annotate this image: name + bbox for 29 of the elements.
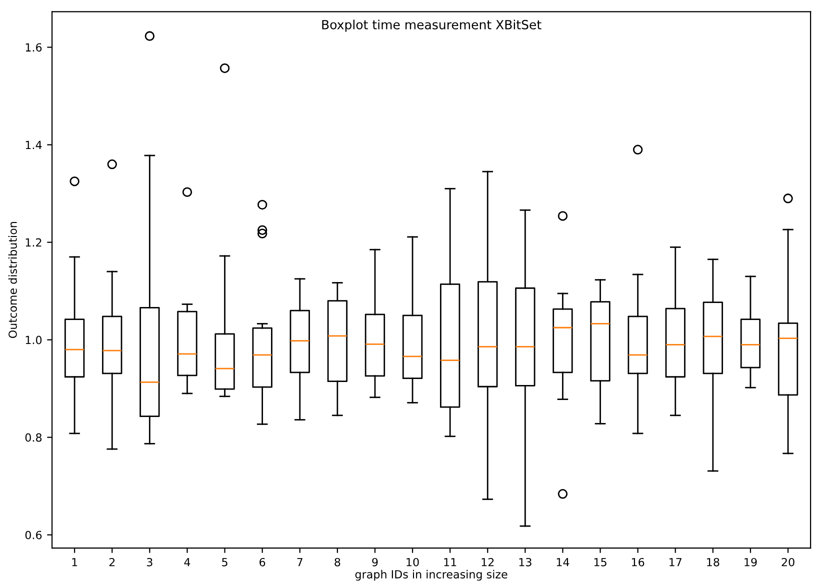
x-tick-label: 10	[406, 558, 419, 566]
y-tick-label: 0.8	[25, 433, 42, 442]
x-tick-label: 16	[632, 558, 644, 566]
x-tick-label: 4	[184, 558, 190, 566]
y-tick-label: 1.2	[26, 238, 42, 247]
x-tick-label: 6	[260, 558, 266, 566]
x-tick-label: 5	[222, 558, 228, 566]
x-tick-label: 8	[334, 558, 340, 566]
x-tick-label: 2	[109, 558, 115, 566]
x-tick-label: 19	[744, 558, 757, 566]
text: Boxplot time measurement XBitSet	[322, 20, 542, 32]
x-tick-label: 1	[72, 558, 78, 566]
y-axis-title: Outcome distribution	[8, 222, 17, 338]
x-tick-label: 15	[594, 558, 606, 566]
y-tick-label: 1.4	[26, 140, 42, 149]
x-tick-label: 11	[444, 558, 456, 566]
x-tick-label: 13	[519, 558, 532, 566]
y-tick-label: 1.6	[26, 43, 42, 52]
y-tick-label: 0.6	[25, 530, 42, 540]
x-tick-label: 12	[482, 558, 494, 566]
x-tick-label: 17	[670, 558, 682, 566]
x-tick-label: 18	[707, 558, 720, 566]
x-tick-label: 3	[146, 558, 152, 566]
x-tick-label: 14	[556, 558, 570, 566]
x-tick-label: 9	[372, 558, 378, 566]
x-axis-title: graph IDs in increasing size	[355, 570, 508, 581]
x-tick-label: 20	[782, 558, 794, 566]
y-tick-label: 1.0	[26, 336, 42, 344]
x-tick-label: 7	[297, 558, 302, 566]
